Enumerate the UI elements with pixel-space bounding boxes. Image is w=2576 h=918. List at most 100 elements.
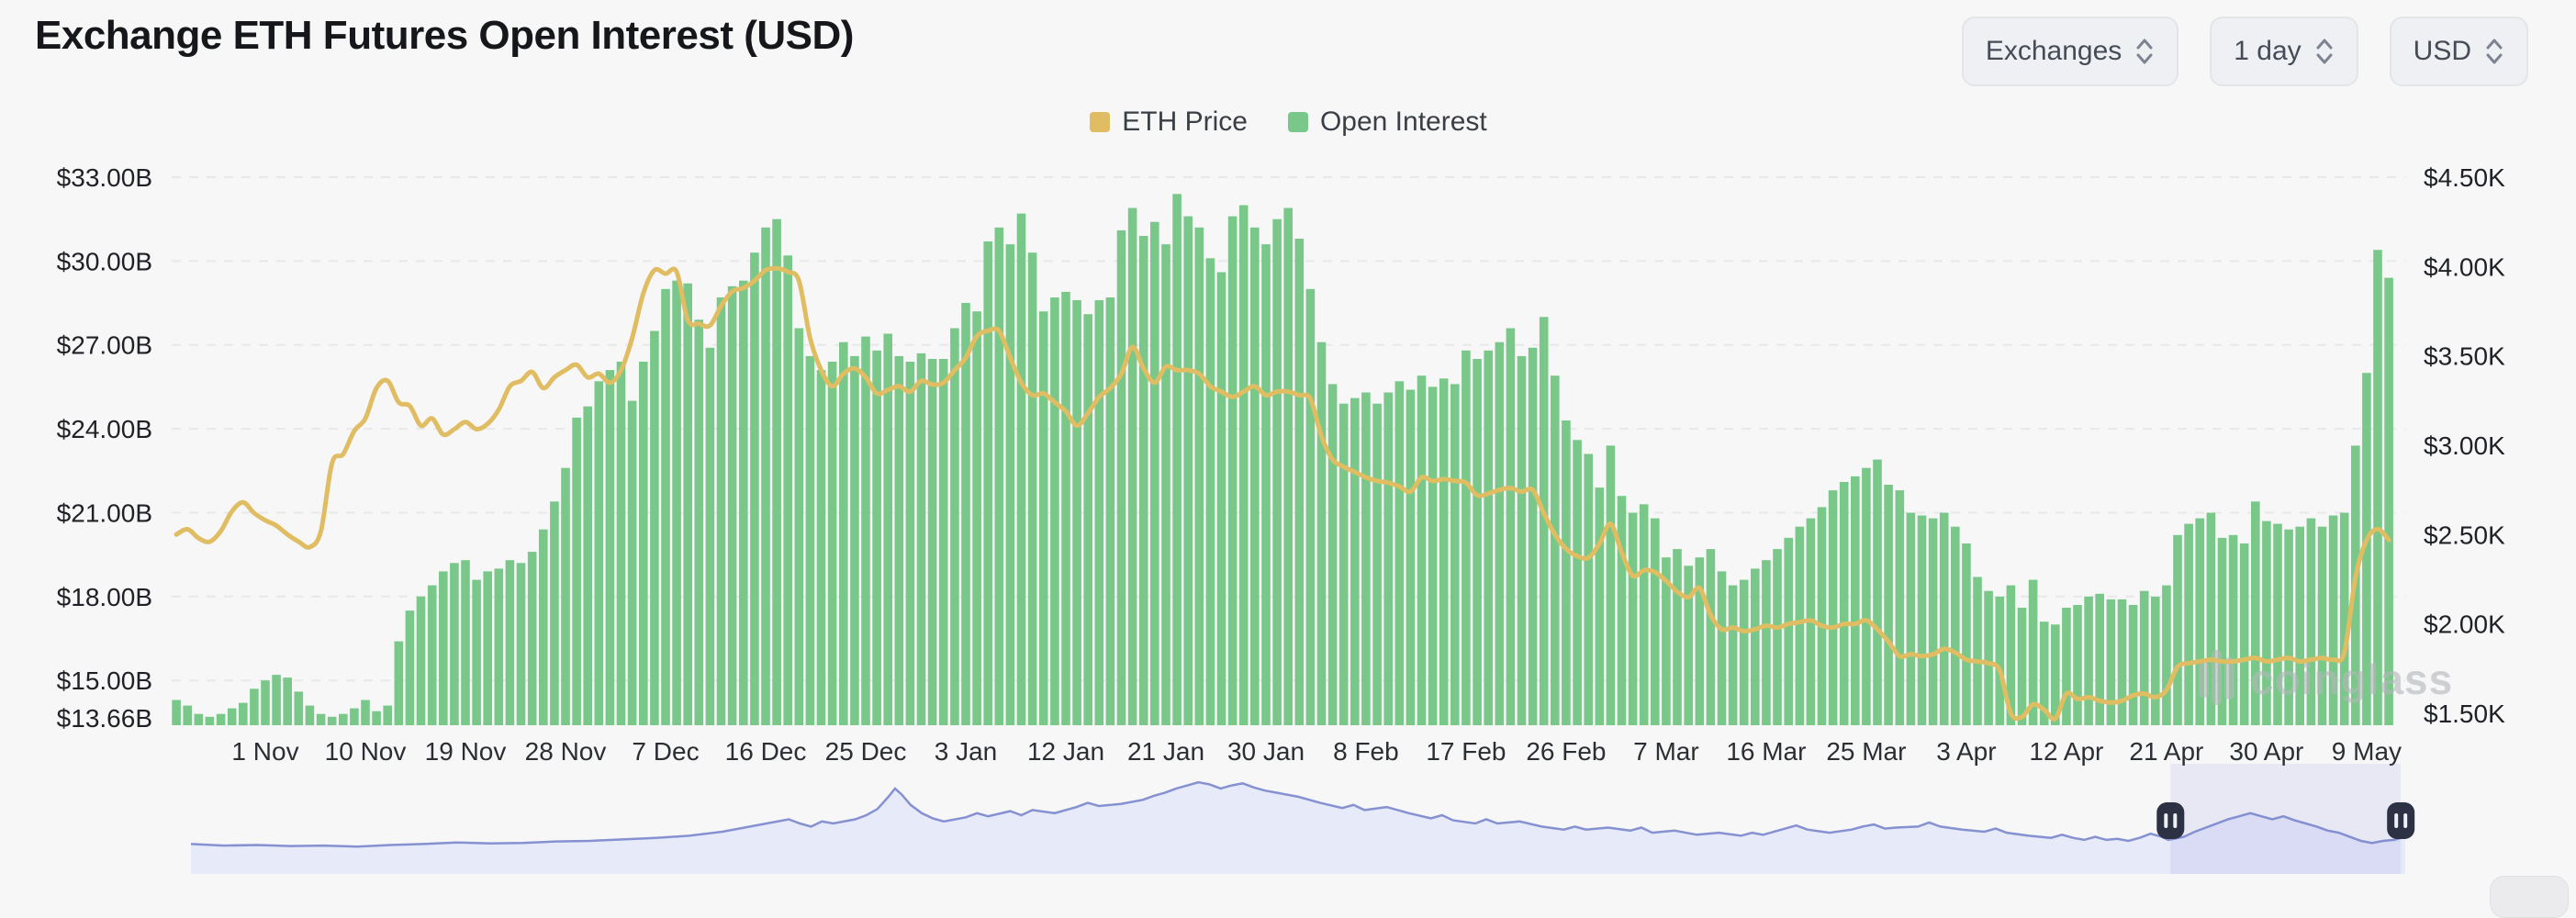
y-axis-right-label: $2.00K	[2424, 610, 2505, 639]
oi-bar	[1717, 571, 1727, 725]
oi-bar	[339, 713, 348, 725]
oi-bar	[705, 347, 715, 725]
oi-bar	[483, 571, 492, 725]
coinglass-logo-icon	[2212, 650, 2222, 705]
navigator-handle-right[interactable]	[2387, 802, 2415, 839]
oi-bar	[916, 353, 926, 725]
legend: ETH Price Open Interest	[172, 106, 2405, 138]
oi-bar	[1462, 350, 1471, 725]
oi-bar	[1617, 496, 1627, 725]
oi-bar	[427, 585, 437, 725]
oi-bar	[2317, 526, 2327, 725]
oi-bar	[2084, 596, 2093, 725]
oi-bar	[716, 297, 726, 725]
y-axis-left-label: $30.00B	[57, 247, 152, 275]
oi-bar	[1906, 512, 1916, 725]
open-interest-bars	[172, 194, 2393, 726]
oi-bar	[2139, 590, 2149, 725]
navigator-line	[190, 780, 2406, 848]
legend-item-eth-price[interactable]: ETH Price	[1090, 106, 1248, 138]
oi-bar	[1283, 207, 1293, 725]
oi-bar	[1784, 537, 1793, 725]
oi-bar	[383, 705, 392, 725]
coinglass-logo-icon	[2224, 657, 2234, 700]
legend-item-open-interest[interactable]: Open Interest	[1287, 106, 1487, 138]
x-axis-label: 25 Dec	[825, 737, 907, 766]
oi-bar	[2328, 515, 2338, 725]
oi-bar	[583, 406, 592, 725]
oi-bar	[850, 355, 859, 725]
navigator-handle-left[interactable]	[2156, 802, 2185, 839]
oi-bar	[1161, 244, 1170, 726]
x-axis-label: 9 May	[2332, 737, 2402, 766]
oi-bar	[1973, 577, 1982, 725]
oi-bar	[183, 705, 192, 725]
coinglass-logo-icon	[2199, 661, 2209, 698]
oi-bar	[1517, 355, 1527, 725]
oi-bar	[994, 227, 1004, 726]
oi-bar	[250, 688, 259, 725]
x-axis-label: 26 Feb	[1526, 737, 1606, 766]
oi-bar	[927, 359, 937, 725]
x-axis-label: 12 Jan	[1027, 737, 1104, 766]
oi-bar	[2284, 529, 2293, 725]
oi-bar	[516, 563, 526, 725]
legend-label: Open Interest	[1319, 106, 1487, 137]
oi-bar	[1895, 490, 1905, 725]
bottom-right-button[interactable]	[2490, 876, 2569, 918]
x-axis-label: 30 Jan	[1227, 737, 1305, 766]
oi-bar	[272, 675, 281, 725]
oi-bar	[938, 359, 948, 725]
oi-bar	[905, 362, 915, 725]
oi-bar	[450, 563, 459, 725]
navigator-selection[interactable]	[2170, 764, 2402, 874]
oi-bar	[505, 560, 515, 725]
oi-bar	[672, 280, 681, 725]
oi-bar	[2073, 605, 2082, 725]
x-axis-label: 10 Nov	[325, 737, 407, 766]
oi-bar	[1238, 205, 1249, 725]
x-axis-label: 3 Jan	[935, 737, 998, 766]
oi-bar	[327, 716, 337, 725]
x-axis-label: 16 Dec	[725, 737, 807, 766]
oi-bar	[1817, 507, 1827, 725]
main-chart[interactable]: coinglass $33.00B $30.00B $27.00B $24.00B $21…	[0, 0, 2576, 889]
oi-bar	[616, 362, 626, 725]
oi-bar	[2028, 579, 2038, 725]
exchanges-select[interactable]: Exchanges	[1961, 17, 2179, 86]
x-axis-label: 7 Mar	[1633, 737, 1699, 766]
oi-bar	[305, 705, 315, 725]
pause-bars-icon	[2173, 813, 2178, 828]
oi-bar	[550, 501, 559, 725]
oi-bar	[794, 328, 804, 725]
interval-select-label: 1 day	[2234, 36, 2302, 66]
oi-bar	[1172, 194, 1182, 726]
interval-select[interactable]: 1 day	[2210, 17, 2358, 86]
range-navigator[interactable]	[190, 764, 2415, 874]
oi-bar	[2106, 599, 2116, 725]
x-axis-label: 21 Jan	[1127, 737, 1204, 766]
oi-bar	[1639, 504, 1649, 725]
oi-bar	[2239, 543, 2249, 725]
open-interest-swatch-icon	[1287, 112, 1308, 132]
oi-bar	[1662, 557, 1671, 725]
oi-bar	[1250, 227, 1260, 726]
x-axis-label: 1 Nov	[231, 737, 298, 766]
oi-bar	[1995, 596, 2005, 725]
oi-bar	[1628, 512, 1638, 725]
oi-bar	[1539, 317, 1549, 725]
currency-select[interactable]: USD	[2389, 17, 2528, 86]
oi-bar	[2384, 277, 2393, 725]
oi-bar	[2128, 605, 2138, 725]
oi-bar	[1851, 476, 1860, 725]
oi-bar	[1072, 300, 1081, 725]
header: Exchange ETH Futures Open Interest (USD)…	[0, 0, 2576, 92]
oi-bar	[494, 568, 504, 725]
oi-bar	[950, 328, 959, 725]
oi-bar	[1962, 543, 1971, 725]
y-axis-right-label: $2.50K	[2424, 521, 2505, 549]
oi-bar	[239, 702, 248, 725]
x-axis-label: 28 Nov	[525, 737, 607, 766]
oi-bar	[2195, 518, 2204, 725]
navigator-area	[191, 782, 2405, 874]
